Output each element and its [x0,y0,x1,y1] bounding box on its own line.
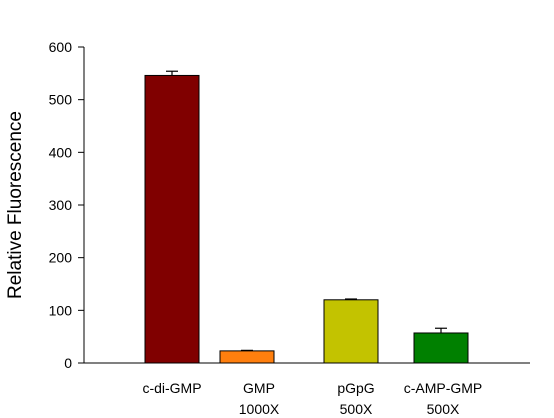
bar [413,332,469,364]
plot-area [144,70,469,364]
y-tick-label: 100 [49,302,73,318]
x-category-label: c-AMP-GMP [404,380,483,396]
x-category-label: 500X [427,401,460,417]
x-category-label: 500X [340,401,373,417]
y-axis-ticks: 0 100 200 300 400 500 600 [49,39,84,371]
x-axis-labels: c-di-GMP GMP 1000X pGpG 500X c-AMP-GMP 500X [142,380,482,417]
y-tick-label: 500 [49,92,73,108]
x-category-label: 1000X [239,401,280,417]
bar [144,74,200,364]
y-axis-title: Relative Fluorescence [5,111,26,299]
y-tick-label: 400 [49,144,73,160]
bar [219,350,275,364]
y-tick-label: 600 [49,39,73,55]
x-category-label: GMP [243,380,275,396]
y-tick-label: 300 [49,197,73,213]
bar [323,299,379,364]
x-category-label: pGpG [337,380,374,396]
y-tick-label: 200 [49,250,73,266]
x-category-label: c-di-GMP [142,380,201,396]
y-tick-label: 0 [64,355,72,371]
